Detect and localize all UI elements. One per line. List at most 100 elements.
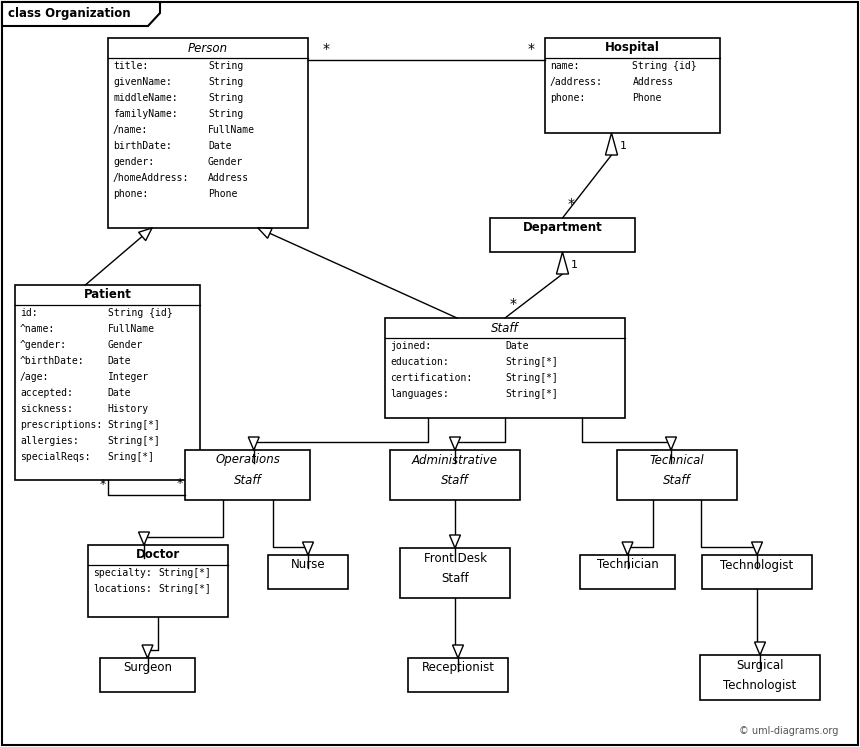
Text: allergies:: allergies: (20, 436, 79, 446)
Text: Staff: Staff (491, 321, 519, 335)
Bar (268, 555, 348, 589)
Polygon shape (142, 645, 153, 658)
Polygon shape (605, 133, 617, 155)
Bar (400, 548, 510, 598)
Polygon shape (754, 642, 765, 655)
Text: Patient: Patient (83, 288, 132, 302)
Text: sickness:: sickness: (20, 404, 73, 414)
Bar (88, 545, 228, 617)
Text: phone:: phone: (113, 189, 148, 199)
Text: Integer: Integer (108, 372, 149, 382)
Text: String: String (208, 61, 243, 71)
Text: Technologist: Technologist (721, 559, 794, 571)
Text: Staff: Staff (663, 474, 691, 486)
Text: Administrative: Administrative (412, 453, 498, 466)
Text: specialty:: specialty: (93, 568, 151, 578)
Text: name:: name: (550, 61, 580, 71)
Text: Phone: Phone (208, 189, 237, 199)
Text: Doctor: Doctor (136, 548, 180, 562)
Text: id:: id: (20, 308, 38, 318)
Text: Staff: Staff (441, 474, 469, 486)
Text: String[*]: String[*] (158, 568, 211, 578)
Text: Front Desk: Front Desk (423, 551, 487, 565)
Polygon shape (556, 252, 568, 274)
Text: /address:: /address: (550, 77, 603, 87)
Text: *: * (322, 42, 329, 56)
Bar (108, 38, 308, 228)
Text: birthDate:: birthDate: (113, 141, 172, 151)
Bar (702, 555, 812, 589)
Text: Address: Address (208, 173, 249, 183)
Text: Nurse: Nurse (291, 559, 325, 571)
Polygon shape (303, 542, 313, 555)
Text: ^birthDate:: ^birthDate: (20, 356, 84, 366)
Polygon shape (452, 645, 464, 658)
Text: Address: Address (632, 77, 673, 87)
Text: *: * (568, 197, 574, 211)
Text: givenName:: givenName: (113, 77, 172, 87)
Text: accepted:: accepted: (20, 388, 73, 398)
Text: Staff: Staff (234, 474, 261, 486)
Text: Technician: Technician (597, 559, 659, 571)
Text: FullName: FullName (208, 125, 255, 135)
Bar (15, 285, 200, 480)
Polygon shape (258, 228, 272, 238)
Polygon shape (138, 228, 152, 241)
Text: Person: Person (188, 42, 228, 55)
Text: String {id}: String {id} (108, 308, 172, 318)
Text: ^name:: ^name: (20, 324, 55, 334)
Bar (385, 318, 625, 418)
Text: String[*]: String[*] (505, 357, 558, 367)
Polygon shape (138, 532, 150, 545)
Bar (580, 555, 675, 589)
Text: Technical: Technical (649, 453, 704, 466)
Bar (617, 450, 737, 500)
Text: Department: Department (523, 222, 602, 235)
Text: String: String (208, 77, 243, 87)
Text: History: History (108, 404, 149, 414)
Text: Gender: Gender (108, 340, 143, 350)
Text: locations:: locations: (93, 584, 151, 594)
Bar (490, 218, 635, 252)
Text: Date: Date (208, 141, 231, 151)
Bar (408, 658, 508, 692)
Polygon shape (666, 437, 677, 450)
Text: String[*]: String[*] (158, 584, 211, 594)
Text: String[*]: String[*] (505, 389, 558, 399)
Text: gender:: gender: (113, 157, 154, 167)
Polygon shape (622, 542, 633, 555)
Polygon shape (450, 535, 460, 548)
Text: title:: title: (113, 61, 148, 71)
Text: Receptionist: Receptionist (421, 662, 494, 675)
Bar (545, 38, 720, 133)
Text: *: * (527, 42, 535, 56)
Polygon shape (2, 2, 160, 26)
Text: Technologist: Technologist (723, 678, 796, 692)
Text: 1: 1 (570, 260, 578, 270)
Text: phone:: phone: (550, 93, 586, 103)
Text: String: String (208, 109, 243, 119)
Text: /homeAddress:: /homeAddress: (113, 173, 189, 183)
Text: ^gender:: ^gender: (20, 340, 67, 350)
Polygon shape (249, 437, 259, 450)
Text: specialReqs:: specialReqs: (20, 452, 90, 462)
Text: familyName:: familyName: (113, 109, 178, 119)
Text: FullName: FullName (108, 324, 155, 334)
Bar (185, 450, 310, 500)
Text: *: * (177, 477, 183, 490)
Text: Gender: Gender (208, 157, 243, 167)
Text: Operations: Operations (215, 453, 280, 466)
Text: joined:: joined: (390, 341, 431, 351)
Text: *: * (100, 478, 106, 491)
Polygon shape (752, 542, 763, 555)
Text: education:: education: (390, 357, 449, 367)
Text: /name:: /name: (113, 125, 148, 135)
Polygon shape (450, 437, 460, 450)
Text: /age:: /age: (20, 372, 49, 382)
Text: String: String (208, 93, 243, 103)
Text: languages:: languages: (390, 389, 449, 399)
Text: Date: Date (108, 356, 131, 366)
Text: Sring[*]: Sring[*] (108, 452, 155, 462)
Text: © uml-diagrams.org: © uml-diagrams.org (739, 726, 838, 736)
Text: certification:: certification: (390, 373, 472, 383)
